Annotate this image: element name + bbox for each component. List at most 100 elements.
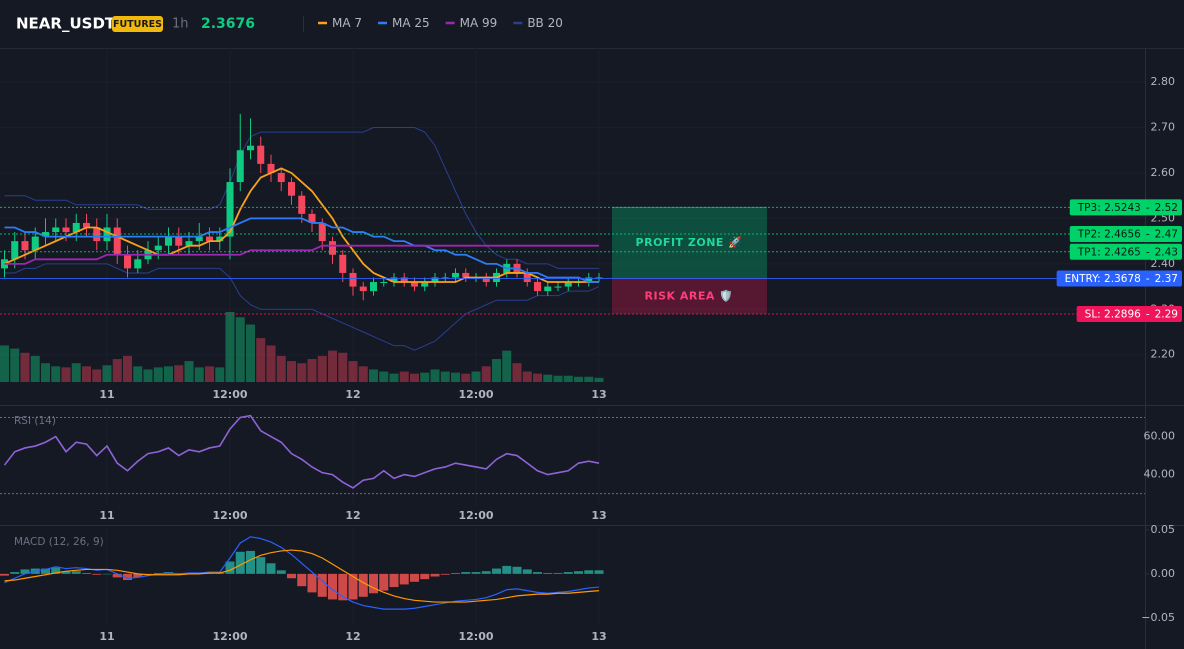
candle-body (185, 241, 193, 246)
candle-body (134, 259, 142, 269)
volume-bar (328, 350, 337, 382)
macd-hist-bar (297, 573, 307, 587)
candle-body (31, 236, 39, 251)
macd-hist-bar (481, 571, 491, 574)
volume-bar (543, 374, 553, 382)
x-tick-label: 11 (99, 630, 114, 643)
macd-hist-bar (553, 572, 563, 574)
x-tick-label: 13 (591, 388, 606, 401)
y-tick-label: 60.00 (1144, 430, 1176, 443)
x-tick-label: 12:00 (212, 388, 247, 401)
macd-hist-bar (379, 573, 389, 591)
x-tick-label: 12:00 (212, 630, 247, 643)
legend-label: MA 25 (392, 16, 430, 30)
candle-body (257, 145, 265, 164)
macd-hist-bar (430, 573, 440, 577)
volume-bar (61, 367, 71, 382)
candle-body (124, 254, 131, 269)
candle-body (236, 150, 244, 183)
futures-badge (112, 16, 163, 32)
candle-body (308, 213, 316, 223)
macd-hist-bar (543, 572, 553, 574)
volume-bar (276, 355, 286, 382)
zone (612, 278, 767, 315)
level-label: SL: 2.2896 (1085, 309, 1141, 321)
volume-bar (194, 367, 204, 382)
volume-bar (553, 375, 563, 382)
badge-bg (1056, 270, 1182, 287)
level-label: TP3: 2.5243 (1077, 202, 1141, 214)
volume-bar (594, 377, 604, 382)
candle-body (62, 227, 70, 233)
candle-body (11, 241, 19, 260)
y-tick-label: 2.70 (1151, 121, 1176, 134)
macd-hist-bar (123, 573, 132, 581)
macd-hist-bar (112, 573, 122, 578)
separator: - (1146, 202, 1150, 214)
y-tick-label: 2.40 (1151, 257, 1176, 270)
volume-bar (512, 363, 522, 382)
macd-hist-bar (563, 572, 573, 574)
candle-body (400, 277, 408, 283)
candle-body (72, 222, 80, 233)
macd-hist-bar (71, 571, 81, 574)
volume-bar (174, 365, 184, 382)
macd-hist-bar (512, 566, 522, 574)
legend: MA 7 MA 25 MA 99 BB 20 (318, 16, 563, 30)
level-price: 2.43 (1155, 246, 1178, 258)
volume-bar (184, 361, 194, 382)
macd-hist-bar (574, 571, 583, 574)
volume-bar (461, 373, 471, 382)
volume-bar (266, 345, 276, 382)
macd-hist-bar (594, 570, 604, 574)
bb-lower (4, 263, 600, 351)
volume-bar (246, 324, 255, 382)
x-tick-label: 12 (345, 509, 360, 522)
macd-hist-bar (389, 573, 399, 588)
macd-hist-bar (502, 565, 512, 574)
ma-line (4, 217, 599, 283)
macd-hist-bar (522, 569, 532, 574)
candle-body (534, 282, 541, 292)
candle-body (411, 282, 418, 287)
volume-bar (440, 371, 450, 382)
macd-hist-bar (266, 563, 276, 574)
volume-bar (10, 348, 20, 382)
zone-label: PROFIT ZONE 🚀 (636, 236, 743, 249)
macd-hist-bar (440, 573, 450, 575)
volume-bar (297, 363, 307, 382)
candle-body (206, 236, 213, 242)
y-tick-label: −0.05 (1141, 611, 1175, 624)
volume-bar (533, 373, 542, 382)
macd-hist-bar (92, 573, 102, 575)
legend-label: BB 20 (527, 16, 563, 30)
x-tick-label: 11 (99, 509, 114, 522)
macd-hist-bar (287, 573, 296, 579)
macd-hist-bar (328, 573, 337, 600)
macd-hist-bar (369, 573, 378, 594)
candle-body (247, 145, 254, 151)
macd-hist-bar (399, 573, 409, 585)
badge-bg (1069, 243, 1182, 260)
candle-body (318, 222, 326, 242)
candle-body (482, 277, 490, 283)
volume-bar (430, 369, 440, 382)
macd-hist-bar (20, 569, 30, 574)
macd-hist-bar (584, 570, 594, 574)
volume-bar (30, 355, 40, 382)
candle-body (165, 236, 172, 246)
level-label: TP2: 2.4656 (1077, 229, 1141, 241)
volume-bar (574, 376, 583, 382)
volume-bar (369, 369, 378, 382)
macd-hist-bar (276, 570, 286, 574)
macd-hist-bar (225, 561, 235, 574)
panel-title: RSI (14) (14, 415, 56, 427)
level-price: 2.52 (1155, 202, 1178, 214)
macd-hist-bar (410, 573, 419, 582)
macd-hist-bar (461, 572, 471, 574)
x-tick-label: 12:00 (458, 630, 493, 643)
macd-hist-bar (246, 550, 255, 574)
interval: 1h (172, 17, 189, 32)
volume-bar (502, 350, 512, 382)
x-tick-label: 12:00 (458, 509, 493, 522)
